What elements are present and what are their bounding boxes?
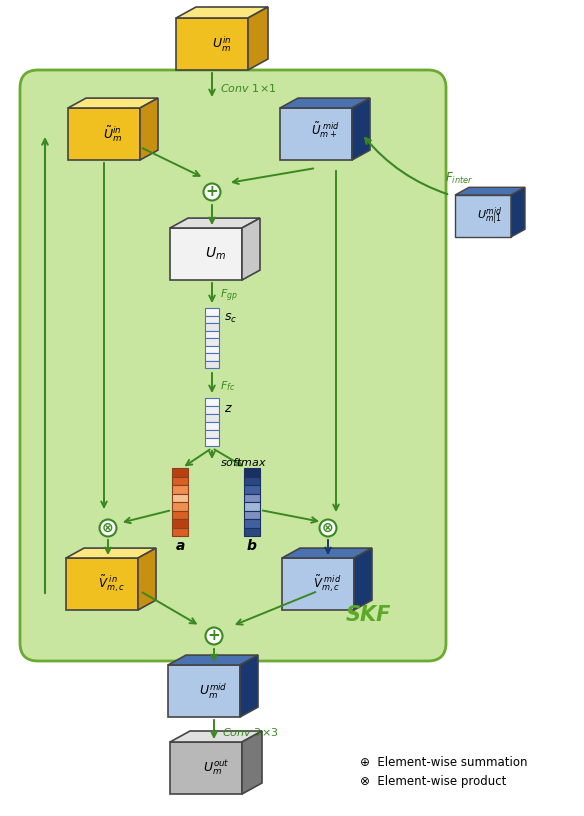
Bar <box>205 316 219 323</box>
Bar <box>172 477 188 485</box>
Polygon shape <box>170 731 262 742</box>
Bar <box>205 353 219 361</box>
Text: +: + <box>208 628 220 644</box>
Bar <box>244 494 260 502</box>
Circle shape <box>206 628 223 645</box>
Polygon shape <box>242 731 262 794</box>
Bar <box>244 511 260 519</box>
Polygon shape <box>66 548 156 558</box>
Text: $U_m$: $U_m$ <box>204 246 225 262</box>
Polygon shape <box>66 558 138 610</box>
Bar <box>172 468 188 477</box>
FancyBboxPatch shape <box>20 70 446 661</box>
Bar <box>172 502 188 511</box>
Text: $\boldsymbol{a}$: $\boldsymbol{a}$ <box>175 539 185 553</box>
Circle shape <box>99 520 116 536</box>
Text: $U^{in}_{m}$: $U^{in}_{m}$ <box>213 34 232 54</box>
Text: $\tilde{U}^{in}_{m}$: $\tilde{U}^{in}_{m}$ <box>103 124 123 144</box>
Bar <box>205 438 219 446</box>
Polygon shape <box>68 98 158 108</box>
Polygon shape <box>455 188 525 195</box>
Bar <box>205 361 219 368</box>
Polygon shape <box>248 7 268 70</box>
Bar <box>205 414 219 422</box>
Polygon shape <box>511 188 525 237</box>
Polygon shape <box>282 548 372 558</box>
Bar <box>244 519 260 527</box>
Bar <box>172 527 188 536</box>
Polygon shape <box>280 108 352 160</box>
Text: $U^{mid}_{m}$: $U^{mid}_{m}$ <box>199 681 227 701</box>
Text: ⊕  Element-wise summation: ⊕ Element-wise summation <box>360 756 527 769</box>
Text: $U^{mid}_{m|1}$: $U^{mid}_{m|1}$ <box>477 206 503 227</box>
Polygon shape <box>170 218 260 228</box>
Text: SKF: SKF <box>345 605 391 625</box>
Polygon shape <box>138 548 156 610</box>
Text: ⊗  Element-wise product: ⊗ Element-wise product <box>360 775 506 788</box>
Text: $softmax$: $softmax$ <box>220 456 267 468</box>
Bar <box>244 485 260 494</box>
Bar <box>205 330 219 338</box>
Bar <box>205 345 219 353</box>
Polygon shape <box>282 558 354 610</box>
Text: $z$: $z$ <box>224 401 233 415</box>
Text: $Conv\ 3\!\times\!3$: $Conv\ 3\!\times\!3$ <box>222 726 279 738</box>
Text: $U^{out}_{m}$: $U^{out}_{m}$ <box>203 758 230 778</box>
Text: $\tilde{V}^{\ in}_{m,c}$: $\tilde{V}^{\ in}_{m,c}$ <box>98 574 124 595</box>
Bar <box>244 527 260 536</box>
Bar <box>205 308 219 316</box>
Text: $Conv\ 1\!\times\!1$: $Conv\ 1\!\times\!1$ <box>220 82 277 94</box>
Text: $s_c$: $s_c$ <box>224 312 237 325</box>
Bar <box>172 494 188 502</box>
Text: +: + <box>206 184 218 199</box>
Bar <box>205 323 219 330</box>
Polygon shape <box>140 98 158 160</box>
Polygon shape <box>455 195 511 237</box>
Bar <box>244 468 260 477</box>
Bar <box>244 477 260 485</box>
Bar <box>205 338 219 345</box>
Bar <box>172 511 188 519</box>
Bar <box>205 398 219 406</box>
Text: $\tilde{V}^{\ mid}_{m,c}$: $\tilde{V}^{\ mid}_{m,c}$ <box>313 574 341 595</box>
Bar <box>205 406 219 414</box>
Polygon shape <box>242 218 260 280</box>
Polygon shape <box>176 7 268 18</box>
Text: ⊗: ⊗ <box>322 521 334 535</box>
Bar <box>172 519 188 527</box>
Circle shape <box>203 184 221 201</box>
Text: $\boldsymbol{b}$: $\boldsymbol{b}$ <box>246 539 258 553</box>
Text: $F_{inter}$: $F_{inter}$ <box>445 171 474 185</box>
Bar <box>205 430 219 438</box>
Polygon shape <box>240 655 258 717</box>
Polygon shape <box>170 228 242 280</box>
Text: ⊗: ⊗ <box>102 521 114 535</box>
Text: $F_{fc}$: $F_{fc}$ <box>220 379 235 392</box>
Text: $\tilde{U}^{\ mid}_{m+}$: $\tilde{U}^{\ mid}_{m+}$ <box>311 120 339 140</box>
Bar <box>244 502 260 511</box>
Polygon shape <box>68 108 140 160</box>
Polygon shape <box>176 18 248 70</box>
Polygon shape <box>168 655 258 665</box>
Polygon shape <box>170 742 242 794</box>
Text: $F_{gp}$: $F_{gp}$ <box>220 288 238 304</box>
Bar <box>172 485 188 494</box>
Circle shape <box>319 520 336 536</box>
Polygon shape <box>280 98 370 108</box>
Polygon shape <box>168 665 240 717</box>
Polygon shape <box>352 98 370 160</box>
Polygon shape <box>354 548 372 610</box>
Bar <box>205 422 219 430</box>
